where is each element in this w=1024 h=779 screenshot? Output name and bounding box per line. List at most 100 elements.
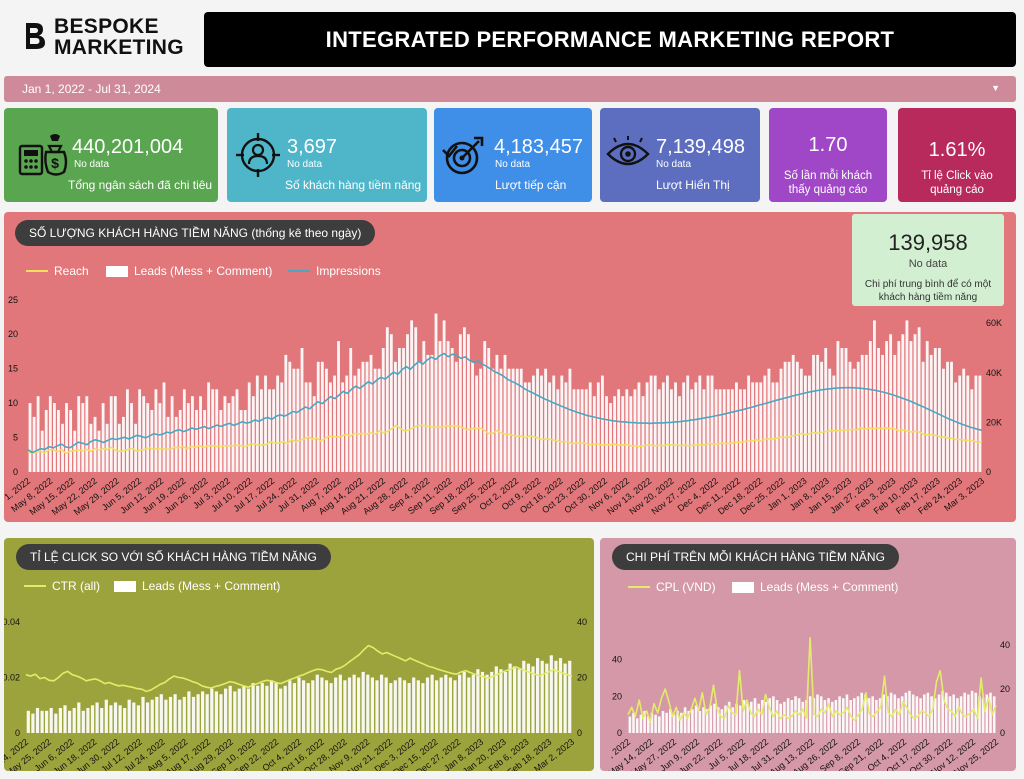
legend-leads[interactable]: Leads (Mess + Comment) — [114, 579, 280, 593]
leads-bar — [361, 671, 365, 733]
leads-bar — [882, 694, 886, 733]
leads-bar — [885, 341, 889, 472]
leads-bar — [985, 694, 989, 733]
leads-bar — [65, 403, 68, 472]
leads-bar — [702, 389, 706, 472]
leads-bar — [552, 375, 556, 472]
leads-bar — [369, 354, 373, 472]
legend-reach[interactable]: Reach — [26, 264, 89, 278]
legend-cpl[interactable]: CPL (VND) — [628, 580, 716, 594]
leads-bar — [687, 711, 690, 733]
leads-bar — [138, 389, 142, 472]
leads-bar — [495, 354, 499, 472]
leads-bar — [81, 403, 85, 472]
legend-ctr[interactable]: CTR (all) — [24, 579, 100, 593]
leads-bar — [596, 382, 600, 472]
legend-label: Impressions — [316, 264, 381, 278]
y-axis-left-tick: 0 — [617, 728, 622, 738]
y-axis-left-tick: 15 — [8, 364, 18, 374]
leads-bar — [787, 361, 791, 472]
kpi-label-line: quảng cáo — [930, 184, 984, 196]
cost-per-lead-note: No data — [908, 258, 948, 270]
leads-bar — [654, 714, 657, 733]
leads-bar — [425, 677, 430, 733]
leads-bar — [750, 701, 753, 733]
leads-bar — [645, 382, 649, 472]
leads-bar — [503, 354, 507, 472]
leads-bar — [797, 698, 801, 733]
leads-bar — [159, 694, 163, 733]
leads-bar — [256, 685, 260, 733]
leads-bar — [641, 396, 645, 472]
leads-bar — [127, 699, 131, 733]
leads-bar — [337, 341, 340, 472]
leads-bar — [576, 389, 580, 472]
leads-bar — [265, 685, 269, 733]
leads-bar — [458, 334, 462, 472]
leads-bar — [933, 348, 937, 472]
leads-bar — [375, 680, 379, 733]
leads-bar — [989, 692, 992, 733]
leads-bar — [871, 696, 874, 733]
leads-bar — [471, 361, 474, 472]
leads-bar — [100, 708, 104, 733]
legend-impressions[interactable]: Impressions — [288, 264, 381, 278]
brand-logo[interactable]: BESPOKE MARKETING — [20, 14, 200, 62]
leads-bar — [450, 348, 454, 472]
leads-bar — [549, 655, 553, 733]
leads-bar — [243, 410, 247, 472]
leads-bar — [385, 327, 389, 472]
leads-bar — [349, 348, 353, 472]
leads-bar — [755, 382, 759, 472]
leads-bar — [325, 368, 328, 472]
target-arrow-icon — [442, 136, 484, 175]
leads-bar — [713, 703, 716, 733]
leads-bar — [237, 688, 241, 733]
legend-leads[interactable]: Leads (Mess + Comment) — [106, 264, 272, 278]
leads-bar — [545, 663, 549, 733]
leads-bar — [304, 382, 308, 472]
legend-leads[interactable]: Leads (Mess + Comment) — [732, 580, 898, 594]
leads-bar — [775, 382, 779, 472]
leads-bar — [962, 368, 966, 472]
leads-bar — [503, 671, 508, 733]
leads-bar — [540, 660, 544, 733]
dropdown-caret-icon: ▼ — [991, 83, 1000, 93]
leads-bar — [126, 389, 129, 472]
leads-bar — [174, 416, 178, 472]
leads-bar — [315, 674, 319, 733]
leads-bar — [759, 382, 763, 472]
leads-bar — [694, 382, 698, 472]
leads-bar — [819, 696, 823, 733]
leads-bar — [915, 696, 919, 733]
svg-text:$: $ — [51, 155, 59, 171]
leads-bar — [889, 692, 893, 733]
leads-bar — [661, 382, 665, 472]
leads-bar — [937, 694, 941, 733]
cpl-title: CHI PHÍ TRÊN MỖI KHÁCH HÀNG TIỀM NĂNG — [612, 544, 899, 570]
date-range-picker[interactable]: Jan 1, 2022 - Jul 31, 2024 ▼ — [4, 76, 1016, 102]
leads-bar — [690, 389, 694, 472]
y-axis-left-tick: 5 — [13, 433, 18, 443]
leads-bar — [868, 341, 872, 472]
leads-bar — [357, 368, 361, 472]
leads-bar — [548, 382, 552, 472]
leads-bar — [312, 396, 316, 472]
leads-bar — [948, 696, 952, 733]
y-axis-left-tick: 25 — [8, 295, 18, 305]
leads-bar — [136, 705, 141, 734]
leads-bar — [621, 396, 625, 472]
leads-bar — [479, 368, 483, 472]
y-axis-left-tick: 0 — [13, 467, 18, 477]
leads-bar — [588, 382, 592, 472]
leads-bar — [536, 368, 539, 472]
leads-bar — [639, 714, 643, 733]
leads-bar — [141, 696, 145, 733]
leads-bar — [720, 709, 724, 733]
leads-bar — [227, 403, 231, 472]
leads-bar — [132, 702, 136, 733]
leads-bar — [808, 696, 812, 733]
leads-bar — [272, 389, 276, 472]
leads-bar — [150, 699, 154, 733]
leads-bar — [150, 410, 154, 472]
